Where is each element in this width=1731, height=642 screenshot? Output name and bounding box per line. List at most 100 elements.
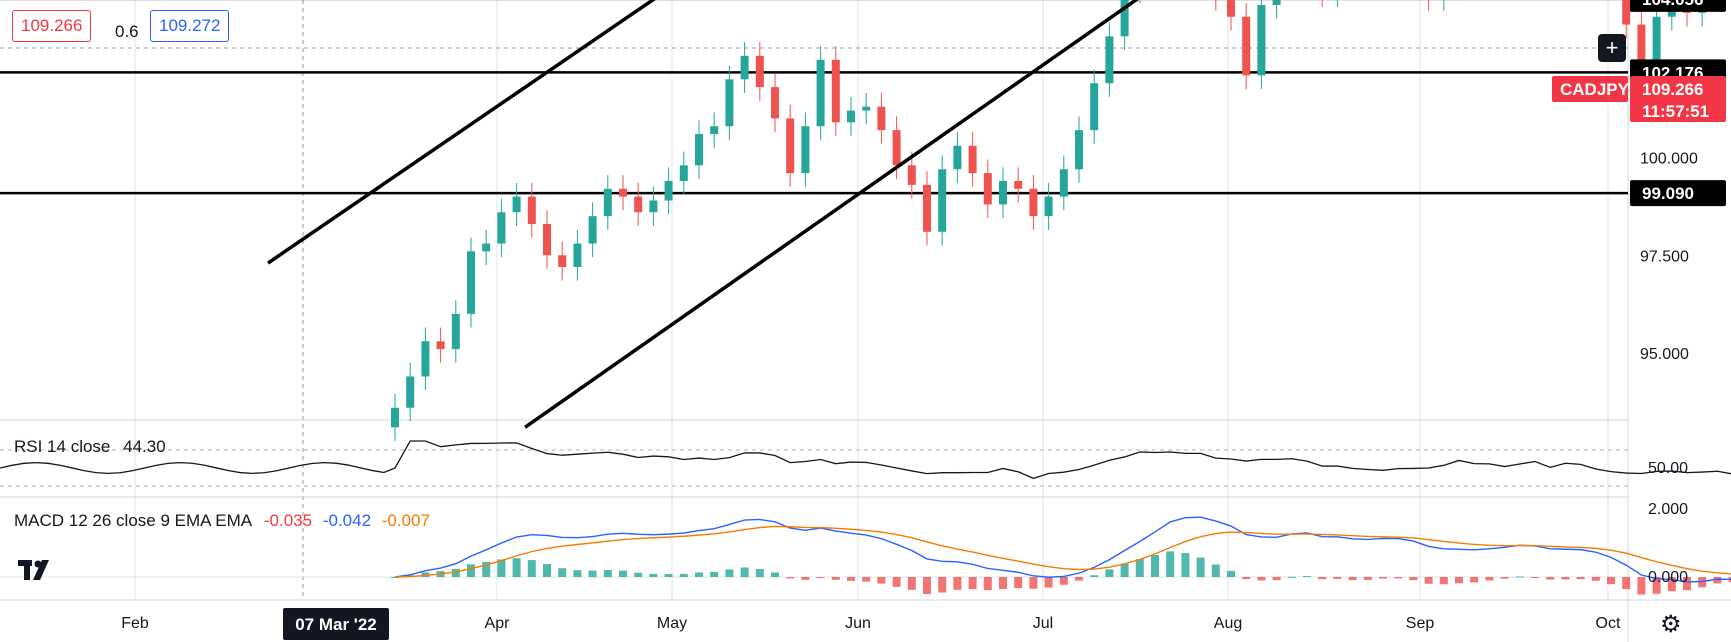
macd-histogram-bar — [664, 574, 673, 577]
macd-histogram-bar — [907, 577, 916, 590]
macd-histogram-bar — [588, 570, 597, 577]
candle-body — [862, 106, 871, 111]
bid-price-box[interactable]: 109.266 — [12, 10, 92, 42]
macd-histogram-bar — [1455, 577, 1463, 584]
candle-body — [1029, 188, 1038, 217]
macd-name: MACD 12 26 close 9 EMA EMA — [14, 511, 252, 530]
macd-histogram-bar — [527, 560, 536, 577]
macd-histogram-bar — [497, 559, 506, 577]
macd-histogram-bar — [1014, 577, 1023, 589]
current-price-label: 109.266 — [1642, 80, 1703, 99]
macd-histogram-bar — [1044, 577, 1053, 588]
macd-histogram-bar — [740, 567, 749, 577]
candle-body — [968, 145, 977, 174]
macd-histogram-bar — [1667, 577, 1676, 592]
candle-body — [892, 130, 901, 166]
macd-histogram-bar — [1120, 563, 1129, 577]
macd-histogram-bar — [1515, 576, 1524, 578]
candle-body — [1105, 36, 1114, 84]
price-tick-label: 100.000 — [1640, 151, 1698, 168]
candle-body — [588, 216, 597, 244]
candle-body — [421, 341, 430, 377]
macd-histogram-bar — [862, 577, 871, 582]
macd-histogram-bar — [1379, 577, 1387, 579]
macd-histogram-bar — [679, 573, 688, 577]
macd-histogram-bar — [1242, 577, 1251, 580]
macd-axis-label: 2.000 — [1648, 501, 1688, 518]
macd-histogram-bar — [1576, 577, 1585, 580]
macd-histogram-bar — [801, 577, 810, 580]
candle-body — [771, 87, 779, 119]
candle-body — [512, 196, 521, 213]
ask-price-box[interactable]: 109.272 — [150, 10, 230, 42]
macd-histogram-bar — [1637, 577, 1646, 595]
candle-body — [1272, 0, 1281, 6]
candle-body — [1242, 16, 1251, 76]
macd-histogram-bar — [710, 571, 719, 577]
macd-histogram-bar — [1196, 557, 1205, 577]
macd-histogram-bar — [938, 577, 947, 593]
macd-histogram-bar — [877, 577, 886, 584]
price-level-pill — [1630, 180, 1726, 207]
macd-histogram-bar — [1591, 577, 1600, 581]
macd-histogram-bar — [1090, 575, 1099, 577]
time-tick-label: Aug — [1214, 615, 1242, 632]
macd-histogram-bar — [1561, 577, 1570, 580]
candle-body — [558, 255, 567, 267]
candle-body — [679, 165, 688, 181]
macd-histogram-bar — [1272, 577, 1281, 581]
candle-body — [1622, 0, 1631, 25]
time-tick-label: Oct — [1596, 615, 1621, 632]
macd-histogram-bar — [1363, 577, 1372, 580]
macd-histogram-bar — [1166, 551, 1175, 577]
tradingview-logo-icon[interactable] — [16, 556, 56, 586]
macd-histogram-bar — [1227, 571, 1235, 577]
add-alert-plus-icon[interactable]: + — [1598, 34, 1626, 62]
candle-body — [1044, 196, 1053, 217]
settings-gear-icon[interactable]: ⚙ — [1660, 611, 1682, 638]
candle-body — [983, 173, 992, 205]
macd-histogram-bar — [1257, 577, 1266, 581]
candle-body — [649, 200, 658, 213]
macd-histogram-bar — [573, 570, 582, 577]
macd-histogram-bar — [558, 568, 567, 577]
macd-histogram-bar — [1470, 577, 1479, 583]
macd-histogram-bar — [603, 570, 612, 577]
candle-body — [482, 243, 491, 252]
candle-body — [831, 59, 840, 123]
macd-histogram-bar — [649, 573, 658, 577]
macd-histogram-bar — [1029, 577, 1038, 589]
macd-histogram-bar — [999, 577, 1007, 589]
macd-histogram-bar — [1333, 577, 1342, 579]
macd-histogram-bar — [1151, 555, 1159, 577]
rsi-value: 44.30 — [123, 437, 166, 456]
macd-histogram-bar — [512, 558, 521, 577]
rsi-axis-label: 50.00 — [1648, 460, 1688, 477]
candle-body — [786, 118, 795, 174]
candle-body — [877, 106, 886, 131]
time-axis: Feb Apr May Jun Jul Aug Sep Oct 07 Mar '22 — [121, 608, 1621, 640]
candle-body — [436, 341, 445, 350]
macd-pane — [0, 516, 1731, 595]
macd-histogram-bar — [755, 568, 764, 577]
candle-body — [816, 59, 825, 127]
candle-body — [725, 79, 734, 127]
candle-body — [953, 145, 962, 170]
macd-histogram-bar — [968, 577, 977, 590]
rsi-legend[interactable]: RSI 14 close 44.30 — [14, 437, 166, 457]
candle-body — [664, 180, 673, 201]
price-tick-label: 97.500 — [1640, 248, 1689, 265]
macd-histogram-bar — [1500, 577, 1509, 579]
macd-histogram-bar — [1181, 553, 1190, 577]
candle-body — [740, 55, 749, 80]
candle-body — [634, 196, 643, 213]
candle-body — [710, 126, 719, 135]
candle-body — [406, 376, 415, 408]
macd-axis-label: 0.000 — [1648, 569, 1688, 586]
price-level-pill — [1630, 0, 1726, 12]
candle-body — [573, 243, 582, 267]
macd-histogram-bar — [1318, 577, 1327, 580]
macd-legend[interactable]: MACD 12 26 close 9 EMA EMA -0.035 -0.042… — [14, 511, 430, 531]
macd-histogram-bar — [983, 577, 992, 591]
